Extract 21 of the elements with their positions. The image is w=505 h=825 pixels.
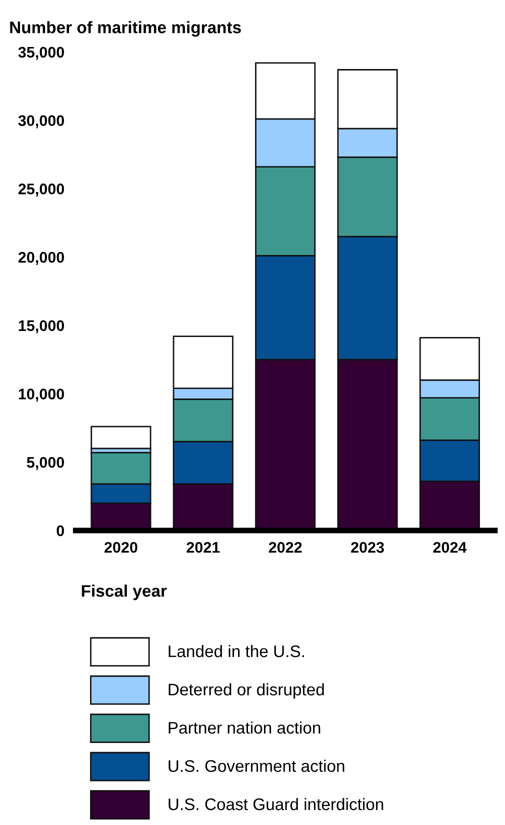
y-tick-label: 10,000 bbox=[18, 388, 64, 402]
y-axis-title: Number of maritime migrants bbox=[10, 21, 241, 37]
y-tick-label: 20,000 bbox=[18, 252, 64, 265]
legend-label: U.S. Coast Guard interdiction bbox=[168, 798, 384, 810]
legend-label: Partner nation action bbox=[168, 721, 320, 734]
bar bbox=[90, 426, 152, 450]
x-tick-label: 2021 bbox=[186, 542, 220, 553]
x-tick-label: 2024 bbox=[433, 542, 467, 553]
legend-label: U.S. Government action bbox=[168, 760, 344, 772]
y-tick-label: 15,000 bbox=[18, 320, 64, 334]
y-tick-label: 0 bbox=[56, 525, 64, 536]
y-tick-label: 5,000 bbox=[26, 456, 64, 470]
x-tick-label: 2022 bbox=[268, 542, 302, 553]
legend-label: Landed in the U.S. bbox=[168, 644, 304, 658]
legend-label: Deterred or disrupted bbox=[168, 683, 324, 699]
y-tick-label: 30,000 bbox=[18, 115, 64, 128]
x-axis-title: Fiscal year bbox=[82, 584, 167, 600]
y-tick-label: 25,000 bbox=[18, 184, 64, 197]
y-tick-label: 35,000 bbox=[18, 46, 64, 60]
x-tick-label: 2020 bbox=[104, 542, 138, 553]
x-tick-label: 2023 bbox=[351, 542, 384, 553]
